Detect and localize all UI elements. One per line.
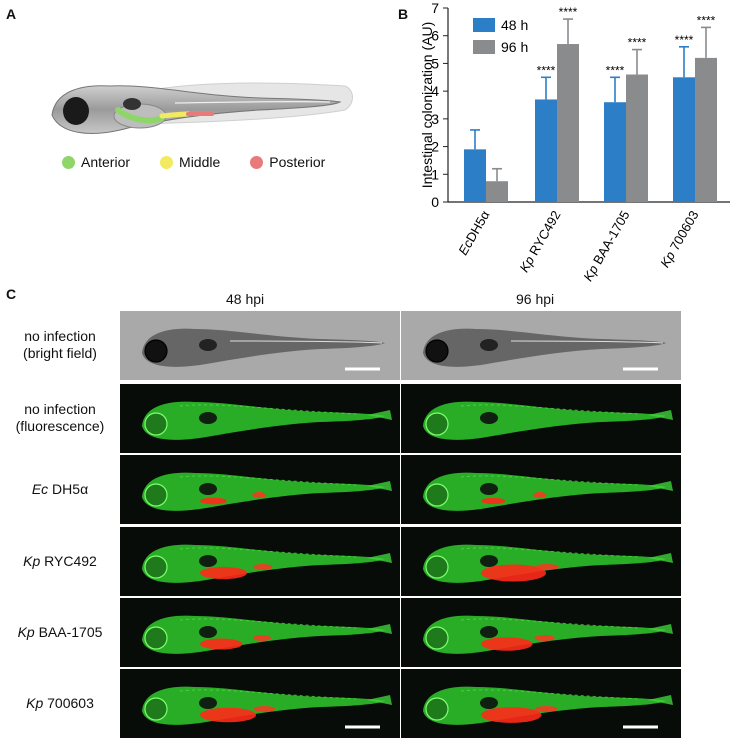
- y-tick-label: 5: [431, 55, 439, 71]
- gut-region-legend: Anterior Middle Posterior: [62, 154, 325, 170]
- fluorescence-image: [120, 527, 400, 596]
- legend-swatch: [473, 40, 495, 54]
- y-tick-label: 6: [431, 28, 439, 44]
- row-label-line2: (bright field): [23, 345, 97, 361]
- significance-label: ****: [697, 13, 716, 27]
- column-header-48hpi: 48 hpi: [226, 291, 265, 307]
- brightfield-image: [120, 311, 400, 380]
- row-label-line1: no infection: [24, 328, 96, 344]
- panel-letter-a: A: [6, 6, 17, 22]
- row-label-strain: 700603: [43, 695, 94, 711]
- legend-label-anterior: Anterior: [81, 154, 131, 170]
- row-label: no infection (fluorescence): [0, 401, 120, 435]
- row-label: Kp 700603: [0, 695, 120, 712]
- panel-letter-c: C: [6, 286, 17, 302]
- legend-item-middle: Middle: [160, 154, 220, 170]
- row-label-species: Kp: [26, 695, 44, 711]
- y-tick-label: 3: [431, 111, 439, 127]
- row-label-strain: DH5α: [48, 481, 89, 497]
- x-tick-label: EcDH5α: [455, 208, 493, 258]
- y-tick-label: 2: [431, 139, 439, 155]
- brightfield-image: [401, 311, 681, 380]
- bar: [557, 44, 579, 203]
- y-tick-label: 4: [431, 83, 439, 99]
- bar: [464, 149, 486, 202]
- x-tick-label: Kp RYC492: [516, 208, 563, 275]
- significance-label: ****: [675, 33, 694, 47]
- fluorescence-image: [401, 598, 681, 667]
- y-tick-label: 7: [431, 0, 439, 16]
- row-label: Ec DH5α: [0, 481, 120, 498]
- significance-label: ****: [559, 5, 578, 19]
- row-label-line1: no infection: [24, 401, 96, 417]
- larva-drawing: [51, 82, 353, 134]
- fluorescence-image: [120, 384, 400, 453]
- panel-a-larva-diagram: Anterior Middle Posterior: [0, 0, 400, 280]
- legend-swatch-middle: [160, 155, 174, 169]
- legend-item-anterior: Anterior: [62, 154, 130, 170]
- gut-middle: [159, 111, 191, 119]
- fluorescence-image: [401, 669, 681, 738]
- legend-item-posterior: Posterior: [250, 154, 325, 170]
- row-label-species: Kp: [17, 624, 35, 640]
- bar: [695, 57, 717, 203]
- significance-label: ****: [537, 63, 556, 77]
- significance-label: ****: [606, 63, 625, 77]
- legend-swatch: [473, 18, 495, 32]
- y-axis-label: Intestinal colonization (AU): [419, 22, 435, 189]
- bar: [486, 181, 508, 202]
- bar: [535, 99, 557, 202]
- row-label-line2: (fluorescence): [15, 418, 105, 434]
- legend-label-posterior: Posterior: [269, 154, 326, 170]
- row-label-strain: BAA-1705: [34, 624, 103, 640]
- y-tick-label: 1: [431, 166, 439, 182]
- panel-letter-b: B: [398, 6, 409, 22]
- bar: [673, 77, 695, 202]
- gut-anterior: [115, 107, 165, 124]
- row-label-strain: RYC492: [40, 553, 97, 569]
- fluorescence-image: [120, 669, 400, 738]
- y-tick-label: 0: [431, 194, 439, 210]
- fluorescence-image: [401, 384, 681, 453]
- row-label: Kp RYC492: [0, 553, 120, 570]
- bar: [604, 102, 626, 202]
- bar: [626, 74, 648, 202]
- larva-eye: [63, 97, 89, 125]
- fluorescence-image: [401, 527, 681, 596]
- larva-notochord: [174, 100, 331, 104]
- x-tick-label: Kp 700603: [657, 208, 701, 270]
- larva-swim-bladder: [123, 98, 141, 110]
- legend-swatch-anterior: [62, 155, 75, 169]
- legend-label-middle: Middle: [179, 154, 221, 170]
- fluorescence-image: [120, 455, 400, 524]
- column-header-96hpi: 96 hpi: [516, 291, 555, 307]
- row-label: no infection (bright field): [0, 328, 120, 362]
- row-label-species: Kp: [23, 553, 41, 569]
- legend-swatch-posterior: [250, 155, 264, 169]
- legend-label: 48 h: [501, 17, 528, 33]
- legend-label: 96 h: [501, 39, 528, 55]
- fluorescence-image: [401, 455, 681, 524]
- colonization-bar-chart: 0 1 2 3 4 5 6 7 Intestinal colonization (AU) ****…: [419, 0, 730, 284]
- significance-label: ****: [628, 36, 647, 50]
- x-tick-label: Kp BAA-1705: [580, 208, 632, 284]
- row-label: Kp BAA-1705: [0, 624, 120, 641]
- fluorescence-image: [120, 598, 400, 667]
- row-label-species: Ec: [31, 481, 49, 497]
